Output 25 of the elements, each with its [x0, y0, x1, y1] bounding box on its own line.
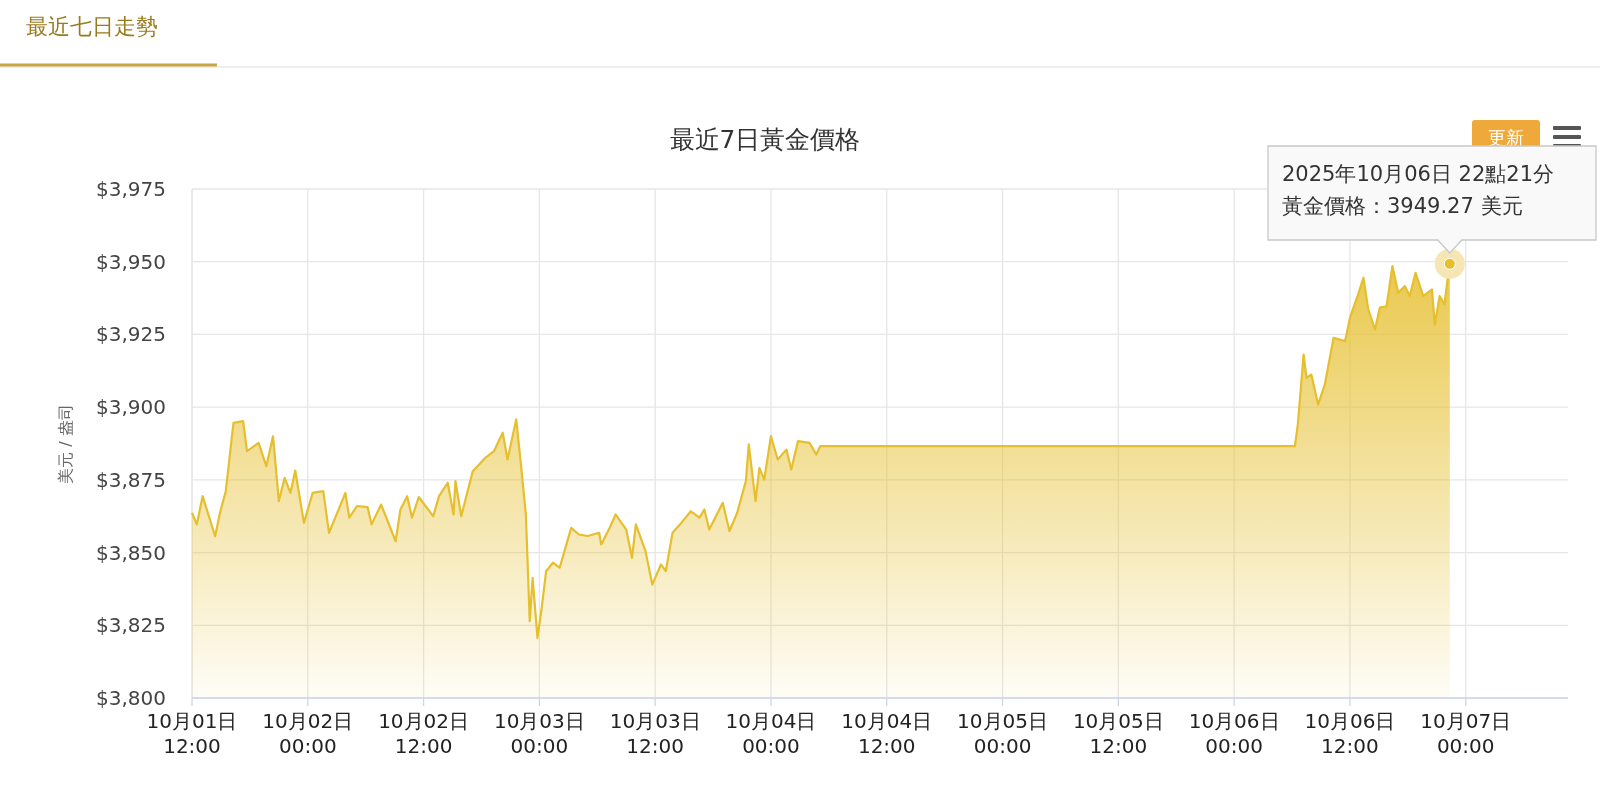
x-tick-label: 10月04日 12:00	[841, 709, 933, 758]
y-tick-label: $3,950	[96, 249, 166, 274]
x-tick-label: 10月02日 12:00	[378, 709, 470, 758]
annotation: 黃金價格：3949.27 美元	[1282, 194, 1523, 218]
x-tick-label: 10月06日 00:00	[1188, 709, 1280, 758]
y-tick-label: $3,900	[96, 395, 166, 420]
y-tick-label: $3,925	[96, 322, 166, 347]
tooltip: 2025年10月06日 22點21分 黃金價格：3949.27 美元	[1267, 145, 1597, 279]
x-tick-label: 10月07日 00:00	[1420, 709, 1512, 758]
y-tick-label: $3,875	[96, 467, 166, 492]
y-tick-label: $3,850	[96, 540, 166, 565]
x-tick-label: 10月03日 00:00	[493, 709, 585, 758]
y-tick-label: $3,800	[96, 686, 166, 710]
x-tick-label: 10月01日 12:00	[146, 709, 238, 758]
y-tick-label: $3,975	[96, 177, 166, 201]
chart-title: 最近7日黃金價格	[669, 125, 861, 154]
x-tick-label: 10月04日 00:00	[725, 709, 817, 758]
x-tick-label: 10月06日 12:00	[1304, 709, 1396, 758]
text: 最近七日走勢	[26, 14, 158, 39]
x-tick-label: 10月05日 12:00	[1072, 709, 1164, 758]
x-tick-label: 10月02日 00:00	[262, 709, 354, 758]
y-tick-label: $3,825	[96, 613, 166, 638]
x-tick-label: 10月03日 12:00	[609, 709, 701, 758]
x-tick-label: 10月05日 00:00	[957, 709, 1048, 758]
y-axis-title: 美元 / 盎司	[56, 404, 75, 484]
